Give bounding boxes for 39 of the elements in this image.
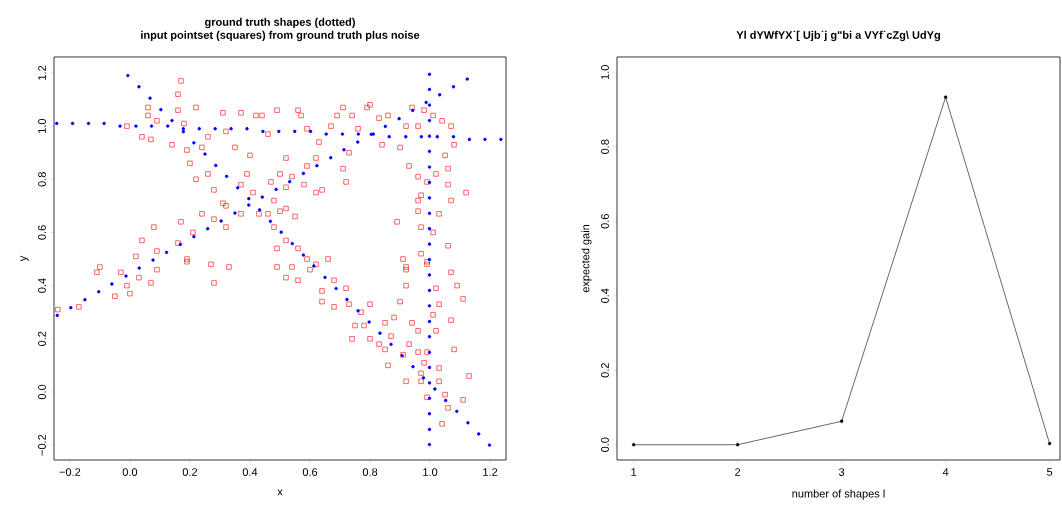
x-tick-label: 2 (735, 468, 741, 476)
y-tick-label: 0.8 (601, 139, 609, 154)
x-tick-label: 1 (631, 468, 637, 476)
x-tick-label: 3 (838, 468, 845, 476)
chart-title: Yl dYWfYX˙[ Ujb˙j g"bi a VYf˙cZg\ UdYg (736, 30, 940, 42)
y-tick-label: 1.0 (38, 118, 46, 133)
y-tick-label: 0.4 (601, 288, 609, 303)
x-tick-label: 0.6 (302, 468, 318, 476)
y-axis-title: y (20, 255, 29, 262)
chart-title: ground truth shapes (dotted) (204, 17, 355, 29)
y-tick-label: 0.2 (601, 363, 609, 378)
y-tick-label: −0.2 (38, 434, 46, 456)
x-axis-title: x (277, 489, 283, 496)
x-tick-label: 0.4 (242, 468, 258, 476)
y-tick-label: 1.0 (601, 65, 609, 80)
x-tick-label: 1.0 (423, 468, 438, 476)
x-axis-title: number of shapes l (792, 489, 885, 500)
y-tick-label: 0.6 (601, 214, 609, 229)
y-tick-label: 0.2 (38, 331, 46, 346)
x-tick-label: −0.2 (59, 468, 81, 476)
point (735, 443, 740, 447)
point (1047, 441, 1052, 446)
x-tick-label: 0.8 (362, 468, 378, 476)
y-axis-title: expected gain (581, 224, 592, 293)
x-tick-label: 4 (942, 468, 949, 476)
y-tick-label: 0.4 (38, 278, 46, 293)
y-tick-label: 0.6 (38, 225, 46, 240)
y-tick-label: 1.2 (38, 65, 46, 80)
chart-subtitle: input pointset (squares) from ground truth plus noise (141, 30, 420, 42)
y-tick-label: 0.0 (601, 437, 609, 452)
point (839, 419, 844, 423)
point (631, 443, 636, 447)
x-tick-label: 0.0 (122, 468, 138, 476)
point (943, 95, 948, 99)
y-tick-label: 0.8 (38, 172, 46, 187)
x-tick-label: 0.2 (182, 468, 198, 476)
x-tick-label: 1.2 (483, 468, 498, 476)
y-tick-label: 0.0 (38, 384, 46, 400)
x-tick-label: 5 (1046, 468, 1053, 476)
